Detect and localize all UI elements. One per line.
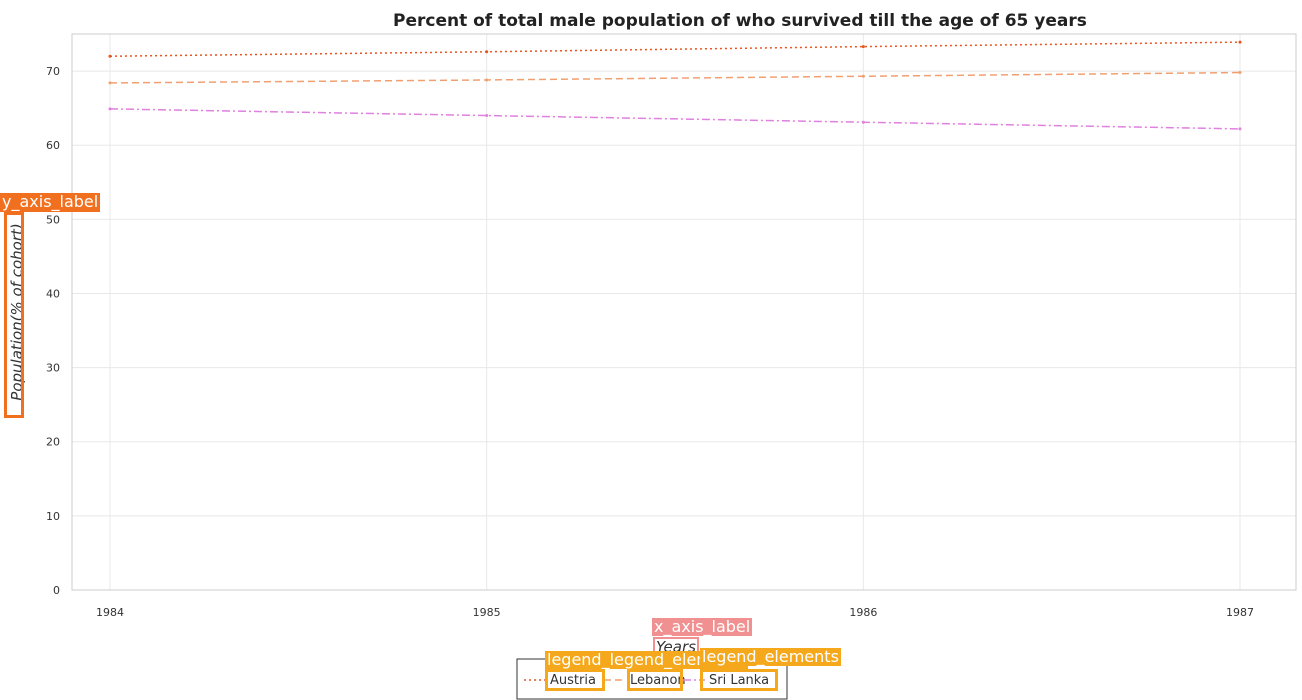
data-point — [1238, 127, 1242, 131]
data-point — [861, 45, 865, 49]
legend-highlight-lebanon — [627, 669, 683, 691]
data-point — [861, 120, 865, 124]
series-lines — [108, 40, 1242, 131]
legend-overlay-1: legend_legend_elements — [545, 650, 749, 669]
y-tick-label: 50 — [46, 213, 60, 226]
data-point — [485, 78, 489, 82]
y-tick-label: 30 — [46, 362, 60, 375]
series-line-austria — [109, 41, 1241, 57]
legend-overlay-2: legend_elements — [700, 647, 841, 666]
data-point — [108, 107, 112, 111]
x-axis-ticks: 1984 1985 1986 1987 — [96, 606, 1254, 619]
legend-highlight-austria — [545, 669, 605, 691]
y-tick-label: 10 — [46, 510, 60, 523]
data-point — [485, 114, 489, 118]
y-tick-label: 40 — [46, 287, 60, 300]
chart-title: Percent of total male population of who … — [393, 11, 1087, 31]
legend-item-label: Austria — [550, 673, 596, 688]
data-point — [1238, 40, 1242, 44]
y-tick-label: 20 — [46, 436, 60, 449]
x-axis-label-overlay: x_axis_label — [652, 617, 753, 636]
x-tick-label: 1986 — [849, 606, 877, 619]
y-axis-label-highlight — [4, 212, 24, 418]
y-tick-label: 60 — [46, 139, 60, 152]
data-point — [1238, 71, 1242, 75]
x-tick-label: 1987 — [1226, 606, 1254, 619]
legend-item-label: Sri Lanka — [709, 673, 769, 688]
legend-item-label: Lebanon — [630, 673, 686, 688]
y-tick-label: 0 — [53, 584, 60, 597]
data-point — [108, 54, 112, 58]
data-point — [108, 81, 112, 85]
series-line-sri-lanka — [109, 108, 1241, 130]
series-line-lebanon — [109, 71, 1241, 84]
y-axis-ticks: 0 10 20 30 40 50 60 70 — [46, 65, 60, 597]
legend-highlight-srilanka — [700, 669, 778, 691]
grid-lines — [72, 34, 1296, 591]
data-point — [861, 74, 865, 78]
y-axis-label-overlay: y_axis_label — [0, 192, 101, 212]
x-tick-label: 1985 — [473, 606, 501, 619]
x-tick-label: 1984 — [96, 606, 124, 619]
plot-area — [71, 33, 1297, 591]
data-point — [485, 50, 489, 54]
y-tick-label: 70 — [46, 65, 60, 78]
